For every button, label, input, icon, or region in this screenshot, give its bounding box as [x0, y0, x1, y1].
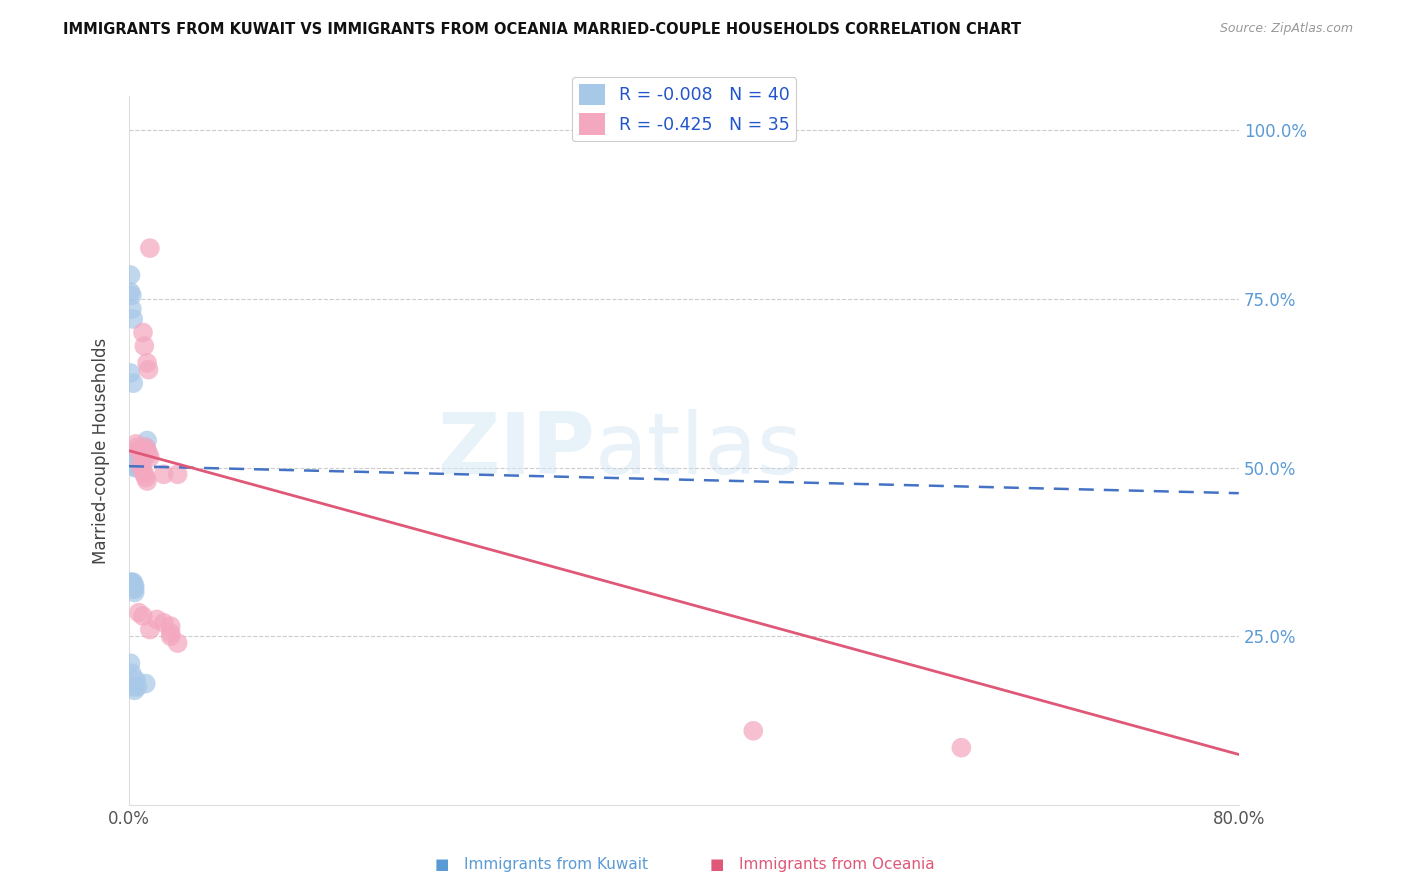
Point — [122, 575, 145, 590]
Point — [120, 447, 142, 461]
Point — [136, 356, 159, 370]
Point — [122, 454, 145, 468]
Text: Source: ZipAtlas.com: Source: ZipAtlas.com — [1219, 22, 1353, 36]
Point — [139, 623, 162, 637]
Point — [122, 579, 145, 593]
Point — [135, 676, 157, 690]
Point — [131, 450, 153, 465]
Point — [121, 666, 143, 681]
Point — [166, 636, 188, 650]
Point — [132, 326, 155, 340]
Y-axis label: Married-couple Households: Married-couple Households — [93, 337, 110, 564]
Point — [950, 740, 973, 755]
Point — [129, 457, 152, 471]
Point — [121, 579, 143, 593]
Text: IMMIGRANTS FROM KUWAIT VS IMMIGRANTS FROM OCEANIA MARRIED-COUPLE HOUSEHOLDS CORR: IMMIGRANTS FROM KUWAIT VS IMMIGRANTS FRO… — [63, 22, 1021, 37]
Point — [122, 376, 145, 391]
Point — [127, 454, 149, 468]
Point — [139, 450, 162, 465]
Point — [138, 447, 160, 461]
Point — [152, 467, 174, 482]
Point — [134, 443, 156, 458]
Point — [124, 582, 146, 596]
Point — [121, 454, 143, 468]
Point — [132, 454, 155, 468]
Point — [122, 680, 145, 694]
Point — [124, 579, 146, 593]
Text: atlas: atlas — [595, 409, 803, 492]
Point — [136, 434, 159, 448]
Point — [124, 450, 146, 465]
Point — [136, 443, 159, 458]
Point — [129, 443, 152, 458]
Point — [131, 447, 153, 461]
Point — [135, 470, 157, 484]
Point — [120, 657, 142, 671]
Point — [121, 457, 143, 471]
Text: ■   Immigrants from Kuwait: ■ Immigrants from Kuwait — [434, 857, 648, 872]
Point — [120, 285, 142, 299]
Point — [159, 629, 181, 643]
Point — [132, 464, 155, 478]
Point — [742, 723, 765, 738]
Point — [120, 575, 142, 590]
Point — [124, 585, 146, 599]
Point — [125, 437, 148, 451]
Point — [131, 460, 153, 475]
Point — [135, 440, 157, 454]
Point — [152, 615, 174, 630]
Legend: R = -0.008   N = 40, R = -0.425   N = 35: R = -0.008 N = 40, R = -0.425 N = 35 — [572, 77, 796, 142]
Point — [128, 447, 150, 461]
Point — [124, 460, 146, 475]
Point — [121, 301, 143, 316]
Point — [138, 362, 160, 376]
Point — [159, 626, 181, 640]
Text: ZIP: ZIP — [437, 409, 595, 492]
Point — [122, 312, 145, 326]
Point — [139, 241, 162, 255]
Text: ■   Immigrants from Oceania: ■ Immigrants from Oceania — [710, 857, 935, 872]
Point — [134, 339, 156, 353]
Point — [166, 467, 188, 482]
Point — [122, 582, 145, 596]
Point — [125, 673, 148, 688]
Point — [136, 474, 159, 488]
Point — [128, 606, 150, 620]
Point — [134, 467, 156, 482]
Point — [132, 609, 155, 624]
Point — [127, 680, 149, 694]
Point — [127, 440, 149, 454]
Point — [121, 288, 143, 302]
Point — [124, 457, 146, 471]
Point — [135, 440, 157, 454]
Point — [124, 683, 146, 698]
Point — [120, 268, 142, 282]
Point — [146, 612, 169, 626]
Point — [122, 457, 145, 471]
Point — [125, 454, 148, 468]
Point — [129, 450, 152, 465]
Point — [120, 366, 142, 380]
Point — [159, 619, 181, 633]
Point — [121, 575, 143, 590]
Point — [132, 443, 155, 458]
Point — [125, 460, 148, 475]
Point — [128, 443, 150, 458]
